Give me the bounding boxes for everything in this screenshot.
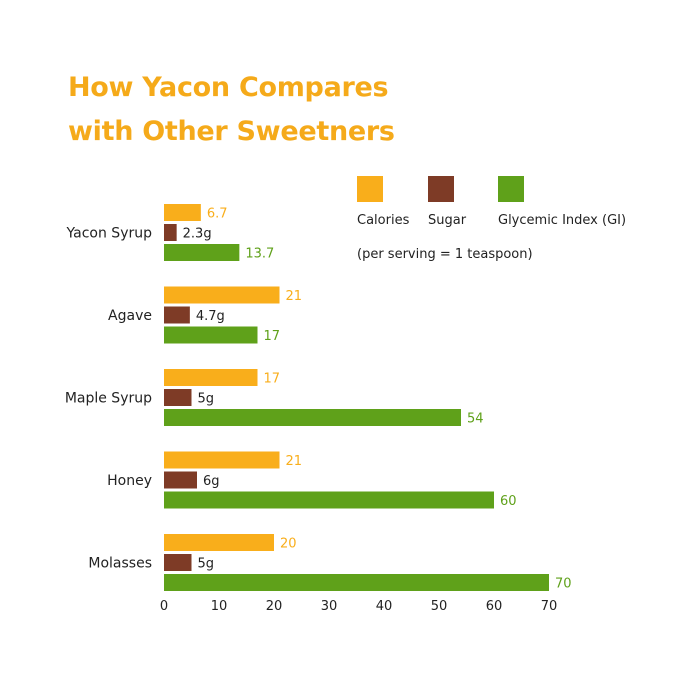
legend-label-calories: Calories [357,213,410,228]
value-label-sugar-molasses: 5g [198,557,215,572]
legend-swatch-glycemic-index-gi [498,176,524,202]
value-label-calories-molasses: 20 [280,537,297,552]
bar-sugar-yacon-syrup [164,224,177,241]
bar-glycemic-index-gi-molasses [164,574,549,591]
chart-title: How Yacon Compares with Other Sweetners [68,66,395,154]
legend-label-glycemic-index-gi: Glycemic Index (GI) [498,213,626,228]
category-label-maple-syrup: Maple Syrup [65,391,152,407]
bar-calories-honey [164,451,280,469]
bar-glycemic-index-gi-honey [164,491,494,509]
bar-sugar-honey [164,471,197,489]
chart-title-line-1: How Yacon Compares [68,72,389,103]
legend-swatch-sugar [428,176,454,202]
bar-calories-molasses [164,534,274,551]
x-axis: 0 10 20 30 40 50 60 70 [160,599,557,614]
x-tick-label: 70 [541,599,558,614]
value-label-sugar-agave: 4.7g [196,309,225,324]
bar-glycemic-index-gi-maple-syrup [164,409,461,426]
bar-sugar-agave [164,306,190,324]
bar-glycemic-index-gi-agave [164,326,258,344]
value-label-sugar-maple-syrup: 5g [198,392,215,407]
legend-swatch-calories [357,176,383,202]
bar-calories-yacon-syrup [164,204,201,221]
value-label-calories-maple-syrup: 17 [264,372,281,387]
value-label-calories-agave: 21 [286,289,303,304]
value-label-sugar-honey: 6g [203,474,220,489]
value-label-calories-yacon-syrup: 6.7 [207,207,228,222]
x-tick-label: 10 [211,599,228,614]
value-label-sugar-yacon-syrup: 2.3g [183,227,212,242]
value-label-glycemic-index-gi-molasses: 70 [555,577,572,592]
category-label-yacon-syrup: Yacon Syrup [66,226,153,242]
value-label-glycemic-index-gi-honey: 60 [500,494,517,509]
x-tick-label: 50 [431,599,448,614]
bar-calories-maple-syrup [164,369,258,386]
category-label-agave: Agave [108,308,152,324]
bar-sugar-maple-syrup [164,389,192,406]
legend: Calories Sugar Glycemic Index (GI) [357,176,626,228]
bar-calories-agave [164,286,280,304]
value-label-glycemic-index-gi-agave: 17 [264,329,281,344]
category-label-honey: Honey [107,473,152,489]
value-label-glycemic-index-gi-maple-syrup: 54 [467,412,484,427]
x-tick-label: 40 [376,599,393,614]
bars-group: Yacon Syrup 6.7 2.3g 13.7 Agave 21 4.7g 17 Maple… [65,204,572,592]
legend-note: (per serving = 1 teaspoon) [357,247,533,262]
x-tick-label: 60 [486,599,503,614]
value-label-glycemic-index-gi-yacon-syrup: 13.7 [245,247,274,262]
bar-glycemic-index-gi-yacon-syrup [164,244,240,261]
category-label-molasses: Molasses [88,556,152,572]
chart-title-line-2: with Other Sweetners [68,116,395,147]
x-tick-label: 0 [160,599,168,614]
legend-label-sugar: Sugar [428,213,467,228]
bar-sugar-molasses [164,554,192,571]
value-label-calories-honey: 21 [286,454,303,469]
x-tick-label: 20 [266,599,283,614]
x-tick-label: 30 [321,599,338,614]
